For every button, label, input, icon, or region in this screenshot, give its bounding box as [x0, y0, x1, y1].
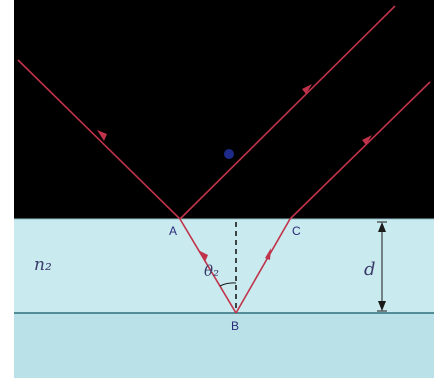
thickness-arrow-bottom — [378, 301, 386, 311]
lower-medium-region — [14, 313, 434, 378]
point-a-label: A — [169, 224, 177, 238]
source-dot — [224, 149, 234, 159]
refracted-ray-ab-arrow — [198, 250, 208, 262]
reflected-ray-bc — [235, 218, 291, 314]
incident-ray-arrow — [97, 130, 107, 141]
thickness-arrow-top — [378, 222, 386, 232]
angle-label: θ₂ — [204, 262, 219, 280]
medium-index-label: n₂ — [34, 255, 52, 275]
transmitted-ray-c — [289, 81, 431, 220]
thin-film-layer — [14, 219, 434, 313]
thickness-label: d — [364, 259, 376, 280]
reflected-ray-a — [179, 5, 396, 220]
reflected-ray-bc-arrow — [265, 248, 271, 260]
upper-medium-region — [14, 0, 434, 219]
refracted-ray-ab — [179, 218, 237, 314]
incident-ray — [17, 59, 181, 220]
point-c-label: C — [292, 224, 301, 238]
point-b-label: B — [231, 319, 239, 333]
transmitted-ray-c-arrow — [362, 135, 372, 145]
reflected-ray-a-arrow — [302, 84, 312, 94]
angle-arc — [219, 282, 237, 287]
